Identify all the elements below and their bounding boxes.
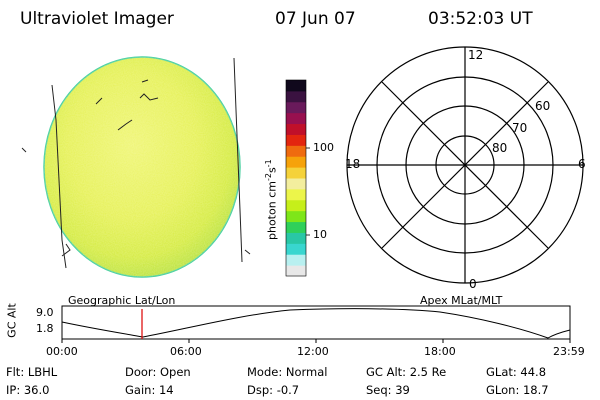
status-gc-alt: GC Alt: 2.5 Re: [366, 365, 447, 379]
status-glat: GLat: 44.8: [486, 365, 547, 379]
colorbar: [285, 79, 310, 277]
apex-label: Apex MLat/MLT: [420, 294, 503, 307]
instrument-title: Ultraviolet Imager: [20, 9, 174, 29]
colorbar-swatch: [286, 254, 306, 266]
colorbar-swatch: [286, 101, 306, 114]
mlt-label-6: 6: [578, 157, 586, 171]
geographic-label: Geographic Lat/Lon: [68, 294, 176, 307]
colorbar-swatch: [286, 90, 306, 103]
lat-label-70: 70: [512, 121, 528, 135]
altitude-ytick-low: 1.8: [36, 322, 54, 335]
altitude-ylabel: GC Alt: [5, 303, 19, 338]
coastline-lines: [21, 57, 251, 269]
status-door: Door: Open: [125, 365, 191, 379]
colorbar-swatches: [286, 80, 306, 277]
status-gain: Gain: 14: [125, 383, 174, 397]
colorbar-swatch: [286, 112, 306, 125]
altitude-ytick-high: 9.0: [36, 306, 54, 319]
altitude-xtick-1: 06:00: [170, 345, 202, 358]
mlt-label-12: 12: [468, 48, 484, 62]
colorbar-swatch: [286, 243, 306, 255]
colorbar-swatch: [286, 188, 306, 201]
colorbar-tick-100: 100: [313, 141, 334, 154]
altitude-xtick-2: 12:00: [297, 345, 329, 358]
status-seq: Seq: 39: [366, 383, 410, 397]
colorbar-swatch: [286, 80, 306, 92]
date-label: 07 Jun 07: [275, 9, 356, 29]
mlt-label-0: 0: [469, 277, 477, 291]
colorbar-swatch: [286, 232, 306, 244]
colorbar-tick-10: 10: [313, 228, 327, 241]
status-dsp: Dsp: -0.7: [247, 383, 300, 397]
altitude-xtick-0: 00:00: [46, 345, 78, 358]
colorbar-swatch: [286, 199, 306, 212]
colorbar-label: photon cm-2s-1: [264, 159, 279, 240]
status-ip: IP: 36.0: [6, 383, 50, 397]
colorbar-swatch: [286, 145, 306, 157]
colorbar-swatch: [286, 221, 306, 233]
polar-grid: [346, 46, 584, 284]
colorbar-swatch: [286, 123, 306, 135]
colorbar-swatch: [286, 134, 306, 146]
altitude-xtick-4: 23:59: [553, 345, 585, 358]
altitude-plot: [61, 305, 571, 343]
colorbar-swatch: [286, 210, 306, 223]
geographic-image: [21, 56, 251, 278]
colorbar-swatch: [286, 156, 306, 168]
mlt-label-18: 18: [345, 157, 361, 171]
time-label: 03:52:03 UT: [428, 9, 533, 29]
altitude-xtick-3: 18:00: [424, 345, 456, 358]
lat-label-60: 60: [535, 99, 551, 113]
colorbar-swatch: [286, 167, 306, 179]
colorbar-swatch: [286, 178, 306, 190]
lat-label-80: 80: [492, 141, 508, 155]
status-flt: Flt: LBHL: [6, 365, 58, 379]
status-mode: Mode: Normal: [247, 365, 328, 379]
colorbar-swatch: [286, 265, 306, 277]
altitude-curve: [61, 308, 571, 339]
status-glon: GLon: 18.7: [486, 383, 549, 397]
